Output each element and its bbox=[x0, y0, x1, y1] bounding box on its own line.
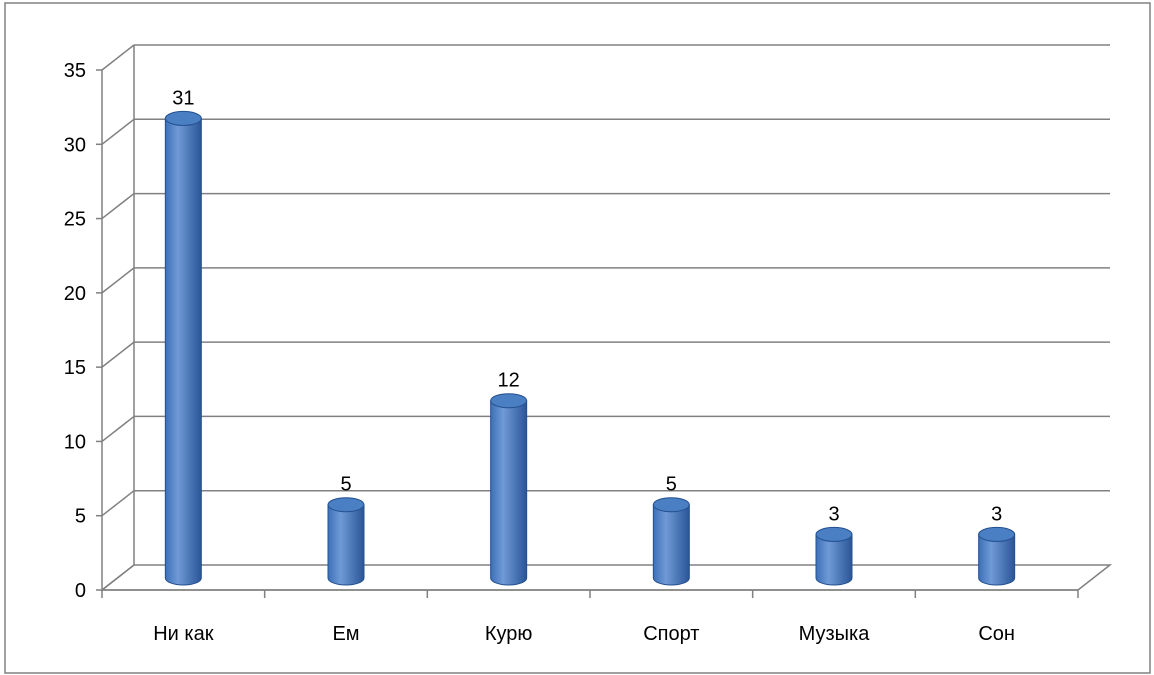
bar-top bbox=[327, 497, 365, 513]
y-tick-label: 10 bbox=[64, 431, 86, 453]
x-tick-label: Ем bbox=[332, 623, 359, 645]
data-label: 31 bbox=[172, 87, 194, 109]
x-tick-label: Сон bbox=[978, 623, 1015, 645]
bar-body bbox=[815, 533, 853, 586]
bar-top bbox=[164, 110, 202, 126]
data-labels: 31 5 12 5 3 3 bbox=[172, 87, 1002, 525]
gridline-side bbox=[101, 44, 135, 71]
floor bbox=[99, 564, 1113, 591]
gridline-side bbox=[101, 490, 135, 517]
y-axis-ticks: 0 5 10 15 20 25 30 35 bbox=[64, 60, 102, 602]
bar-body bbox=[652, 504, 690, 586]
bar bbox=[164, 110, 202, 586]
y-tick-label: 15 bbox=[64, 357, 86, 379]
x-axis-ticks: Ни как Ем Курю Спорт Музыка Сон bbox=[101, 590, 1079, 645]
gridlines bbox=[101, 44, 1110, 591]
gridline-side bbox=[101, 415, 135, 443]
y-tick-label: 30 bbox=[64, 134, 86, 156]
gridline-side bbox=[101, 341, 135, 368]
x-tick-label: Музыка bbox=[799, 623, 871, 645]
gridline-side bbox=[101, 118, 135, 145]
bar-top bbox=[815, 526, 853, 542]
x-tick-label: Спорт bbox=[643, 623, 699, 645]
chart-walls bbox=[99, 45, 1113, 591]
y-tick-label: 25 bbox=[64, 209, 86, 231]
bar-top bbox=[978, 526, 1016, 542]
bar-top bbox=[490, 393, 528, 409]
x-tick-label: Курю bbox=[485, 623, 533, 645]
data-label: 5 bbox=[666, 474, 677, 496]
data-label: 3 bbox=[828, 503, 839, 525]
data-label: 5 bbox=[340, 474, 351, 496]
gridline-side bbox=[101, 192, 135, 220]
data-label: 12 bbox=[498, 370, 520, 392]
y-tick-label: 20 bbox=[64, 283, 86, 305]
data-label: 3 bbox=[991, 503, 1002, 525]
bar-body bbox=[327, 504, 365, 586]
bar bbox=[978, 526, 1016, 586]
gridline-side bbox=[101, 564, 135, 591]
gridline-side bbox=[101, 267, 135, 294]
bars bbox=[164, 110, 1016, 586]
bar-body bbox=[164, 117, 202, 586]
bar bbox=[652, 497, 690, 586]
bar bbox=[327, 497, 365, 586]
y-tick-label: 0 bbox=[75, 580, 86, 602]
y-tick-label: 5 bbox=[75, 506, 86, 528]
bar-body bbox=[490, 400, 528, 586]
x-tick-label: Ни как bbox=[153, 623, 213, 645]
chart-border bbox=[4, 2, 1151, 674]
bar-body bbox=[978, 533, 1016, 586]
bar bbox=[490, 393, 528, 586]
bar-top bbox=[652, 497, 690, 513]
bar bbox=[815, 526, 853, 586]
y-tick-label: 35 bbox=[64, 60, 86, 82]
axes bbox=[101, 70, 1078, 591]
